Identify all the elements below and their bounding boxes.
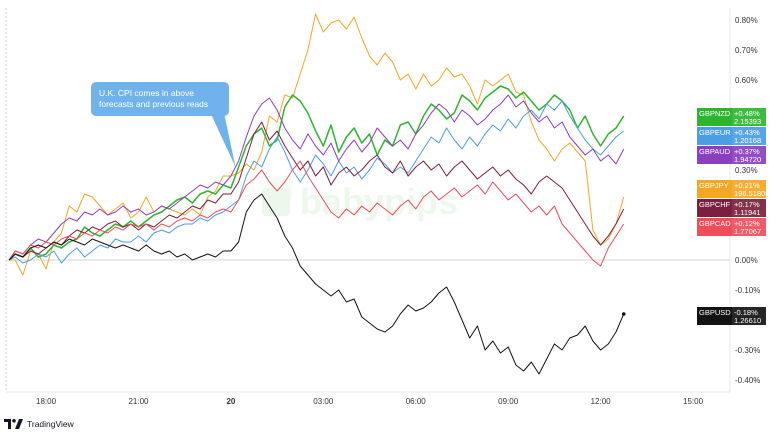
- x-tick-label: 21:00: [128, 397, 149, 406]
- price-tag-gbpchf: GBPCHF +0.17%1.11941: [697, 199, 766, 217]
- y-tick-label: 0.60%: [735, 76, 758, 85]
- x-tick-label: 15:00: [683, 397, 704, 406]
- tag-value-bg: [732, 307, 766, 325]
- tag-pair-label: GBPUSD: [699, 308, 731, 317]
- tag-change-label: +0.12%: [734, 219, 760, 228]
- tag-name-bg: [697, 218, 732, 236]
- watermark-text: babypips: [300, 181, 458, 222]
- series-line-gbpcad: [8, 160, 625, 267]
- series-line-gbpnzd: [8, 85, 625, 261]
- x-tick-label: 18:00: [36, 397, 57, 406]
- x-tick-label: 12:00: [591, 397, 612, 406]
- tradingview-footer: TradingView: [4, 416, 74, 432]
- babypips-watermark: babypips: [262, 178, 458, 222]
- tag-change-label: +0.17%: [734, 200, 760, 209]
- x-tick-label: 03:00: [313, 397, 334, 406]
- tag-price-label: 1.26610: [734, 316, 761, 325]
- tag-price-label: 1.94720: [734, 155, 761, 164]
- tag-value-bg: [732, 199, 766, 217]
- tag-pair-label: GBPAUD: [699, 147, 731, 156]
- y-tick-label: 0.70%: [735, 46, 758, 55]
- tag-price-label: 1.11941: [734, 208, 761, 217]
- tag-value-bg: [732, 218, 766, 236]
- tradingview-logo-icon: [4, 419, 23, 429]
- tag-value-bg: [732, 180, 766, 198]
- tag-price-label: 1.77067: [734, 227, 761, 236]
- x-tick-label: 20: [226, 397, 235, 406]
- series-line-gbpchf: [8, 121, 625, 261]
- tag-change-label: +0.43%: [734, 128, 760, 137]
- series-line-gbpeur: [8, 100, 625, 264]
- tag-pair-label: GBPCHF: [699, 200, 731, 209]
- y-tick-label: 0.80%: [735, 16, 758, 25]
- y-tick-label: 0.00%: [735, 256, 758, 265]
- x-tick-label: 06:00: [406, 397, 427, 406]
- tag-pair-label: GBPEUR: [699, 128, 731, 137]
- series-line-gbpusd: [8, 193, 625, 375]
- tag-pair-label: GBPJPY: [699, 181, 729, 190]
- tag-name-bg: [697, 180, 732, 198]
- tag-name-bg: [697, 146, 732, 164]
- tradingview-brand: TradingView: [27, 419, 74, 429]
- y-tick-label: -0.40%: [735, 376, 760, 385]
- tag-pair-label: GBPCAD: [699, 219, 731, 228]
- tag-name-bg: [697, 199, 732, 217]
- x-axis: 18:00 21:00 20 03:00 06:00 09:00 12:00 15:00: [36, 397, 704, 406]
- tag-price-label: 1.20168: [734, 136, 761, 145]
- series-line-gbpaud: [8, 94, 625, 261]
- tag-price-label: 196.51800: [734, 189, 769, 198]
- callout-text-line: forecasts and previous reads: [99, 99, 208, 109]
- tag-change-label: +0.21%: [734, 181, 760, 190]
- y-tick-label: -0.10%: [735, 286, 760, 295]
- tag-price-label: 2.15393: [734, 117, 761, 126]
- price-tag-gbpjpy: GBPJPY +0.21%196.51800: [697, 180, 769, 198]
- last-point-gbpusd: [621, 312, 626, 316]
- tag-name-bg: [697, 108, 732, 126]
- tag-pair-label: GBPNZD: [699, 109, 731, 118]
- series-lines: [8, 13, 626, 375]
- tag-name-bg: [697, 307, 732, 325]
- callout-pointer: [211, 108, 236, 167]
- price-tag-gbpeur: GBPEUR +0.43%1.20168: [697, 127, 766, 145]
- tag-name-bg: [697, 127, 732, 145]
- tag-change-label: +0.48%: [734, 109, 760, 118]
- price-tag-gbpusd: GBPUSD -0.18%1.26610: [697, 307, 766, 325]
- tag-value-bg: [732, 127, 766, 145]
- y-tick-label: -0.30%: [735, 346, 760, 355]
- price-tag-gbpcad: GBPCAD +0.12%1.77067: [697, 218, 766, 236]
- callout-box: [91, 82, 229, 116]
- tag-change-label: -0.18%: [734, 308, 758, 317]
- tag-value-bg: [732, 146, 766, 164]
- y-tick-label: 0.30%: [735, 166, 758, 175]
- price-tag-gbpaud: GBPAUD +0.37%1.94720: [697, 146, 766, 164]
- tag-value-bg: [732, 108, 766, 126]
- tag-change-label: +0.37%: [734, 147, 760, 156]
- callout-text-line: U.K. CPI comes in above: [99, 88, 194, 98]
- price-tag-gbpnzd: GBPNZD +0.48%2.15393: [697, 108, 766, 126]
- x-tick-label: 09:00: [498, 397, 519, 406]
